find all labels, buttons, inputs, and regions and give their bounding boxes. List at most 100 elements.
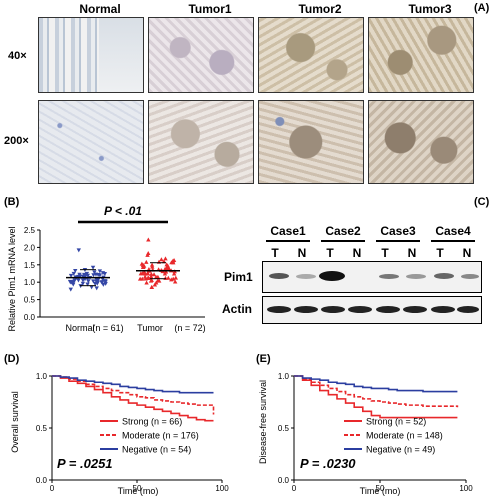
panel-e-chart: Disease-free survival 0.0 0.5 1.0 0 50 100 Ti… [258, 372, 473, 496]
data-point-tumor [173, 275, 179, 280]
data-point-tumor [149, 284, 155, 289]
band [348, 306, 372, 313]
data-point-tumor [172, 279, 178, 284]
panel-b-xlabel-tumor-n: (n = 72) [174, 323, 205, 333]
panel-d-legend: Strong (n = 66) Moderate (n = 176) Negativ… [100, 417, 199, 455]
band [457, 306, 479, 313]
data-point-normal [68, 273, 74, 278]
data-point-normal [91, 273, 96, 278]
micrograph-normal-200x [38, 100, 144, 184]
case-underline-4 [431, 240, 475, 242]
data-point-tumor [166, 275, 171, 280]
case-label-1: Case1 [270, 224, 306, 238]
data-point-tumor [145, 270, 150, 275]
lane-label-8: N [462, 246, 472, 260]
km-curve-strong [294, 375, 458, 419]
y-tick-label: 0.5 [24, 296, 36, 305]
data-point-tumor [154, 280, 159, 285]
data-point-normal [103, 279, 108, 284]
y-tick-label: 0.5 [36, 424, 48, 433]
micrograph-tumor1-40x [148, 17, 254, 93]
band [406, 274, 426, 279]
data-point-tumor [165, 263, 170, 268]
y-tick-label: 1.0 [278, 372, 290, 381]
panel-b-ylabel: Relative Pim1 mRNA level [7, 226, 17, 331]
band [376, 306, 400, 313]
data-point-normal [93, 272, 99, 277]
data-point-tumor [146, 237, 151, 242]
y-tick-label: 0.0 [36, 476, 48, 485]
data-point-tumor [140, 276, 145, 281]
km-curve-moderate [294, 375, 459, 408]
data-point-normal [97, 269, 103, 274]
case-underline-1 [266, 240, 310, 242]
lane-label-7: T [436, 246, 444, 260]
km-curve-negative [294, 375, 458, 393]
row-head-200x: 200× [4, 135, 29, 147]
band [269, 273, 289, 279]
case-label-2: Case2 [325, 224, 361, 238]
lane-label-1: T [271, 246, 279, 260]
data-point-normal [68, 280, 74, 285]
micrograph-tumor2-40x [258, 17, 364, 93]
band [403, 306, 427, 313]
micrograph-tumor3-40x [368, 17, 474, 93]
legend-label-moderate: Moderate (n = 148) [366, 431, 443, 441]
data-point-normal [86, 279, 91, 284]
y-tick-label: 0.5 [278, 424, 290, 433]
x-tick-label: 0 [50, 484, 55, 493]
micrograph-tumor3-200x [368, 100, 474, 184]
panel-a-letter: (A) [474, 2, 490, 14]
panel-e-legend: Strong (n = 52) Moderate (n = 148) Negativ… [344, 417, 443, 455]
data-point-normal [94, 280, 99, 285]
km-curve-moderate [52, 375, 215, 415]
data-point-normal [91, 279, 96, 284]
panel-d-pvalue: P = .0251 [57, 456, 113, 471]
panel-b-xlabel-normal: Normal [65, 323, 94, 333]
band [294, 306, 318, 313]
case-underline-2 [321, 240, 365, 242]
y-tick-label: 0.0 [278, 476, 290, 485]
band [431, 306, 455, 313]
y-tick-label: 2.0 [24, 243, 36, 252]
data-point-tumor [142, 274, 148, 279]
y-tick-label: 2.5 [24, 226, 36, 235]
band [434, 273, 454, 279]
col-head-tumor3: Tumor3 [408, 2, 452, 16]
data-point-normal [103, 281, 108, 286]
case-underline-3 [376, 240, 420, 242]
band [379, 274, 399, 279]
data-point-tumor [155, 278, 161, 283]
panel-e-lines [294, 375, 459, 419]
data-point-normal [100, 271, 106, 276]
data-point-normal [94, 277, 99, 282]
case-label-4: Case4 [435, 224, 471, 238]
data-point-tumor [148, 274, 154, 279]
data-point-normal [68, 287, 73, 292]
panel-b-xlabel-tumor: Tumor [137, 323, 163, 333]
data-point-tumor [164, 266, 170, 271]
panel-b-chart: P < .01 Relative Pim1 mRNA level 0.0 0.5 1… [7, 204, 206, 333]
protein-label-actin: Actin [222, 302, 252, 316]
y-tick-label: 1.0 [24, 278, 36, 287]
panel-d-axis: 0.0 0.5 1.0 0 50 100 [36, 372, 229, 493]
data-point-tumor [146, 275, 151, 280]
lane-label-6: N [407, 246, 417, 260]
data-point-normal [73, 268, 78, 273]
data-point-normal [80, 281, 86, 286]
data-point-normal [76, 248, 81, 253]
data-point-tumor [163, 256, 168, 261]
band [461, 274, 479, 279]
legend-label-negative: Negative (n = 54) [122, 445, 191, 455]
data-point-tumor [143, 271, 148, 276]
x-tick-label: 100 [459, 484, 473, 493]
band [321, 306, 345, 313]
data-point-tumor [138, 271, 144, 276]
band [267, 306, 291, 313]
micrograph-tumor1-200x [148, 100, 254, 184]
data-point-tumor [152, 282, 158, 287]
x-tick-label: 100 [215, 484, 229, 493]
y-tick-label: 0.0 [24, 313, 36, 322]
lane-label-4: N [352, 246, 362, 260]
data-point-normal [76, 278, 81, 283]
